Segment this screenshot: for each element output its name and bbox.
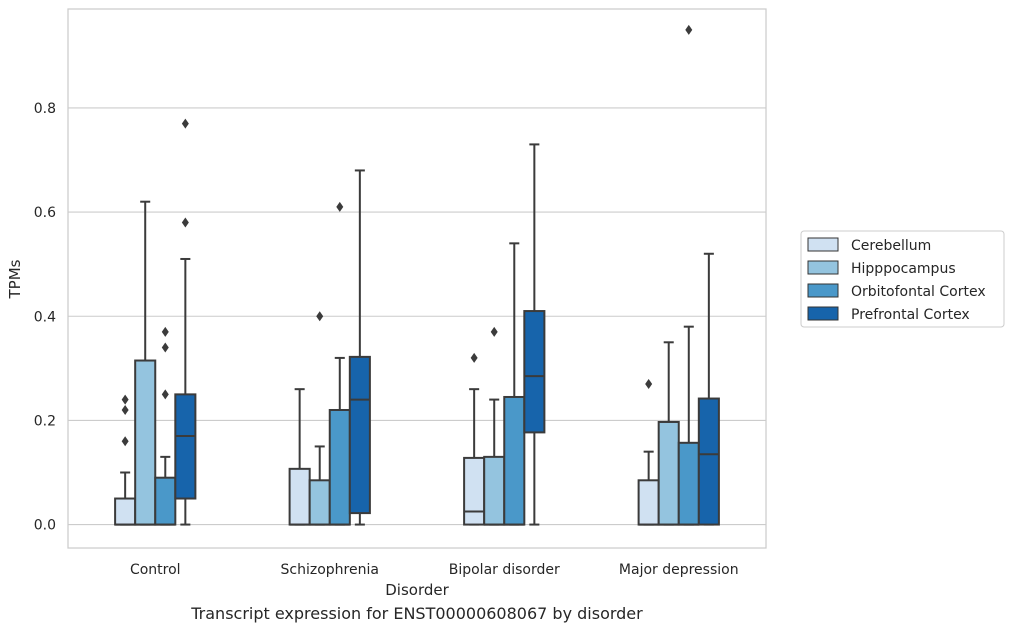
x-tick-label: Control xyxy=(130,562,181,578)
box-hipppocampus xyxy=(308,311,331,526)
y-tick-labels: 0.0 0.2 0.4 0.6 0.8 xyxy=(34,101,56,534)
legend-swatch xyxy=(807,283,839,298)
box-iqr xyxy=(328,408,351,526)
outlier-point xyxy=(161,342,169,353)
box-iqr xyxy=(308,479,331,526)
outlier-point xyxy=(121,436,129,447)
legend-label: Cerebellum xyxy=(851,238,931,254)
outlier-point xyxy=(121,394,129,405)
box-iqr xyxy=(114,497,137,526)
legend-swatch xyxy=(807,260,839,275)
box-iqr xyxy=(348,355,371,515)
box-orbitofontal-cortex xyxy=(503,242,526,526)
legend-swatch xyxy=(807,306,839,321)
legend-label: Orbitofontal Cortex xyxy=(851,284,986,300)
y-tick-label: 0.0 xyxy=(34,518,56,534)
outlier-point xyxy=(181,118,189,129)
y-tick-label: 0.6 xyxy=(34,205,56,221)
box-iqr xyxy=(154,476,177,526)
legend: Cerebellum Hipppocampus Orbitofontal Corte… xyxy=(800,230,1005,328)
outlier-point xyxy=(645,378,653,389)
box-hipppocampus xyxy=(134,200,157,526)
outlier-point xyxy=(121,404,129,415)
x-tick-label: Bipolar disorder xyxy=(449,562,560,578)
box-hipppocampus xyxy=(483,326,506,526)
outlier-point xyxy=(490,326,498,337)
x-tick-label: Major depression xyxy=(619,562,739,578)
box-iqr xyxy=(288,467,311,526)
y-tick-label: 0.4 xyxy=(34,309,56,325)
box-cerebellum xyxy=(463,352,486,526)
outlier-point xyxy=(161,326,169,337)
figure-caption: Transcript expression for ENST0000060806… xyxy=(191,604,643,623)
box-cerebellum xyxy=(114,394,137,526)
box-iqr xyxy=(174,393,197,500)
box-cerebellum xyxy=(288,388,311,526)
legend-label: Prefrontal Cortex xyxy=(851,307,970,323)
y-axis-title: TPMs xyxy=(6,259,24,299)
box-orbitofontal-cortex xyxy=(154,326,177,526)
box-cerebellum xyxy=(637,378,660,526)
outlier-point xyxy=(316,311,324,322)
x-tick-labels: Control Schizophrenia Bipolar disorder Majo… xyxy=(130,562,739,578)
legend-swatch xyxy=(807,237,839,252)
box-iqr xyxy=(134,359,157,526)
x-axis-title: Disorder xyxy=(385,581,449,599)
y-tick-label: 0.8 xyxy=(34,101,56,117)
box-prefrontal-cortex xyxy=(348,169,371,526)
y-tick-label: 0.2 xyxy=(34,413,56,429)
outlier-point xyxy=(336,201,344,212)
legend-frame xyxy=(800,230,1005,328)
box-orbitofontal-cortex xyxy=(677,24,700,526)
x-tick-label: Schizophrenia xyxy=(281,562,379,578)
box-prefrontal-cortex xyxy=(523,143,546,526)
box-hipppocampus xyxy=(657,341,680,526)
legend-label: Hipppocampus xyxy=(851,261,956,277)
box-orbitofontal-cortex xyxy=(328,201,351,526)
outlier-point xyxy=(685,24,693,35)
box-iqr xyxy=(697,397,720,526)
box-iqr xyxy=(483,455,506,526)
outlier-point xyxy=(161,389,169,400)
plot-frame xyxy=(67,8,767,549)
box-iqr xyxy=(523,310,546,434)
outlier-point xyxy=(470,352,478,363)
box-iqr xyxy=(657,420,680,526)
outlier-point xyxy=(181,217,189,228)
box-prefrontal-cortex xyxy=(174,118,197,526)
box-prefrontal-cortex xyxy=(697,252,720,526)
box-iqr xyxy=(637,479,660,526)
box-iqr xyxy=(503,395,526,526)
box-iqr xyxy=(677,441,700,526)
box-iqr xyxy=(463,456,486,526)
box-plots xyxy=(114,24,720,526)
